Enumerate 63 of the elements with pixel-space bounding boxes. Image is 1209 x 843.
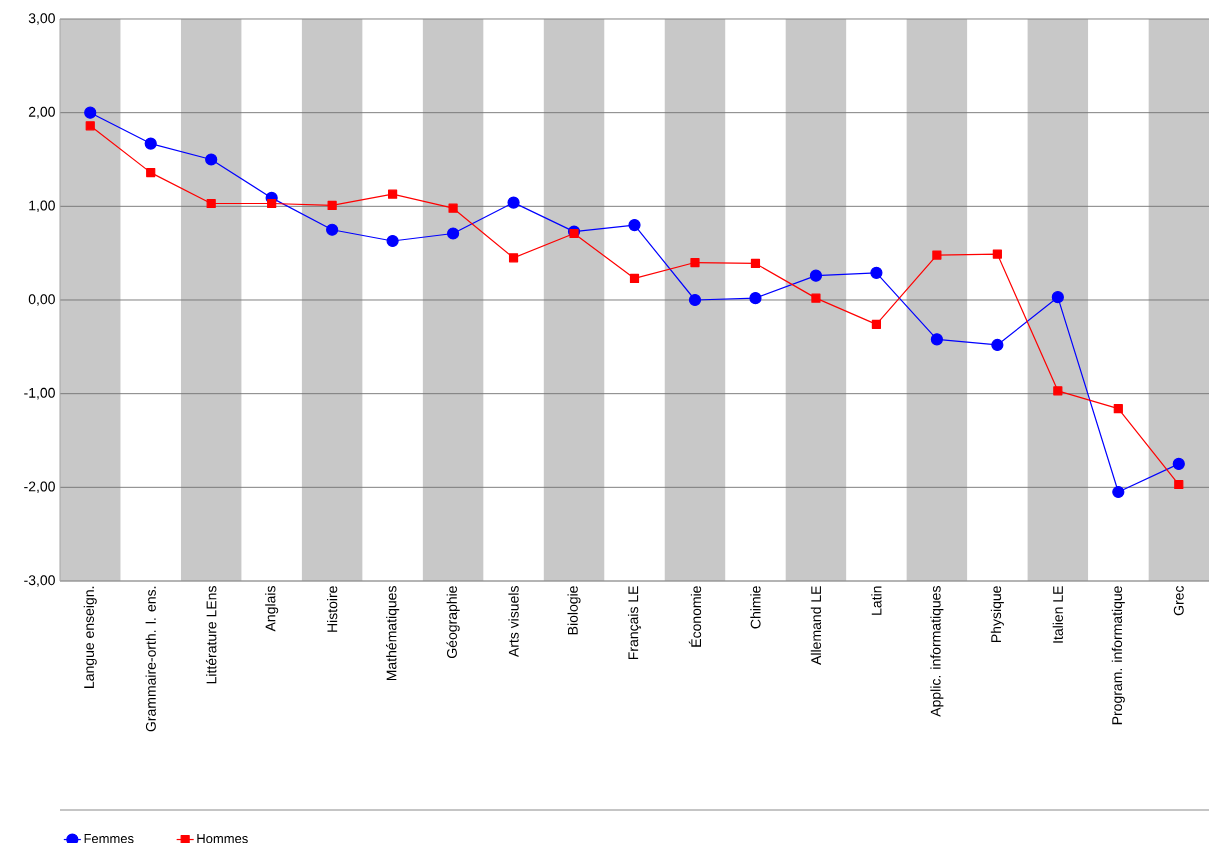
point: [386, 234, 399, 248]
y-tick-label: 2,00: [28, 106, 55, 119]
point: [84, 106, 97, 119]
x-tick-label: Latin: [871, 586, 882, 615]
x-tick-label: Histoire: [326, 586, 338, 632]
point: [1174, 479, 1184, 490]
point: [1113, 404, 1123, 414]
point: [448, 203, 458, 213]
point: [1053, 386, 1063, 396]
x-tick-label: Biologie: [567, 586, 581, 635]
point: [930, 333, 943, 346]
x-tick-label: Mathématiques: [385, 586, 400, 681]
x-tick-label: Chimie: [750, 586, 761, 629]
point: [629, 273, 640, 284]
x-tick-label: Français LE: [627, 586, 642, 660]
x-tick-label: Langue enseign.: [83, 586, 97, 688]
point: [871, 319, 882, 329]
point: [932, 250, 942, 260]
point: [749, 292, 762, 305]
x-tick-label: Littérature LEns: [205, 586, 217, 684]
point: [146, 168, 156, 178]
point: [327, 200, 337, 210]
point: [205, 153, 218, 166]
point: [446, 227, 460, 240]
point: [811, 293, 821, 303]
y-tick-label: -2,00: [24, 481, 55, 494]
point: [1112, 485, 1125, 499]
point: [690, 257, 700, 268]
x-tick-label: Applic. informatiques: [930, 586, 944, 717]
point: [1172, 457, 1185, 471]
point: [206, 198, 216, 209]
point: [992, 249, 1002, 259]
y-tick-label: 0,00: [28, 294, 55, 306]
x-tick-label: Grammaire-orth. l. ens.: [145, 586, 156, 732]
x-tick-label: Économie: [688, 586, 702, 647]
point: [144, 137, 157, 150]
point: [1051, 291, 1064, 304]
point: [809, 269, 823, 282]
point: [508, 253, 519, 263]
y-tick-label: 1,00: [29, 200, 55, 213]
x-tick-label: Italien LE: [1052, 586, 1063, 643]
x-tick-label: Arts visuels: [508, 586, 519, 658]
x-tick-label: Anglais: [265, 586, 279, 632]
legend-label: Femmes: [84, 834, 134, 843]
x-tick-label: Physique: [990, 586, 1004, 642]
point: [750, 258, 761, 269]
x-tick-label: Géographie: [446, 586, 460, 658]
y-tick-label: 3,00: [28, 13, 55, 25]
point: [688, 293, 702, 307]
x-tick-label: Allemand LE: [810, 586, 822, 665]
point: [267, 198, 277, 209]
point: [85, 121, 95, 131]
point: [326, 223, 339, 236]
x-tick-label: Grec: [1173, 585, 1184, 616]
point: [991, 338, 1004, 352]
y-tick-label: -3,00: [24, 575, 55, 587]
y-tick-label: -1,00: [24, 387, 55, 400]
point: [507, 196, 520, 209]
legend-label: Hommes: [197, 834, 248, 843]
x-tick-label: Program. informatique: [1111, 586, 1125, 725]
point: [628, 218, 641, 232]
point: [388, 189, 398, 199]
point: [870, 266, 883, 279]
